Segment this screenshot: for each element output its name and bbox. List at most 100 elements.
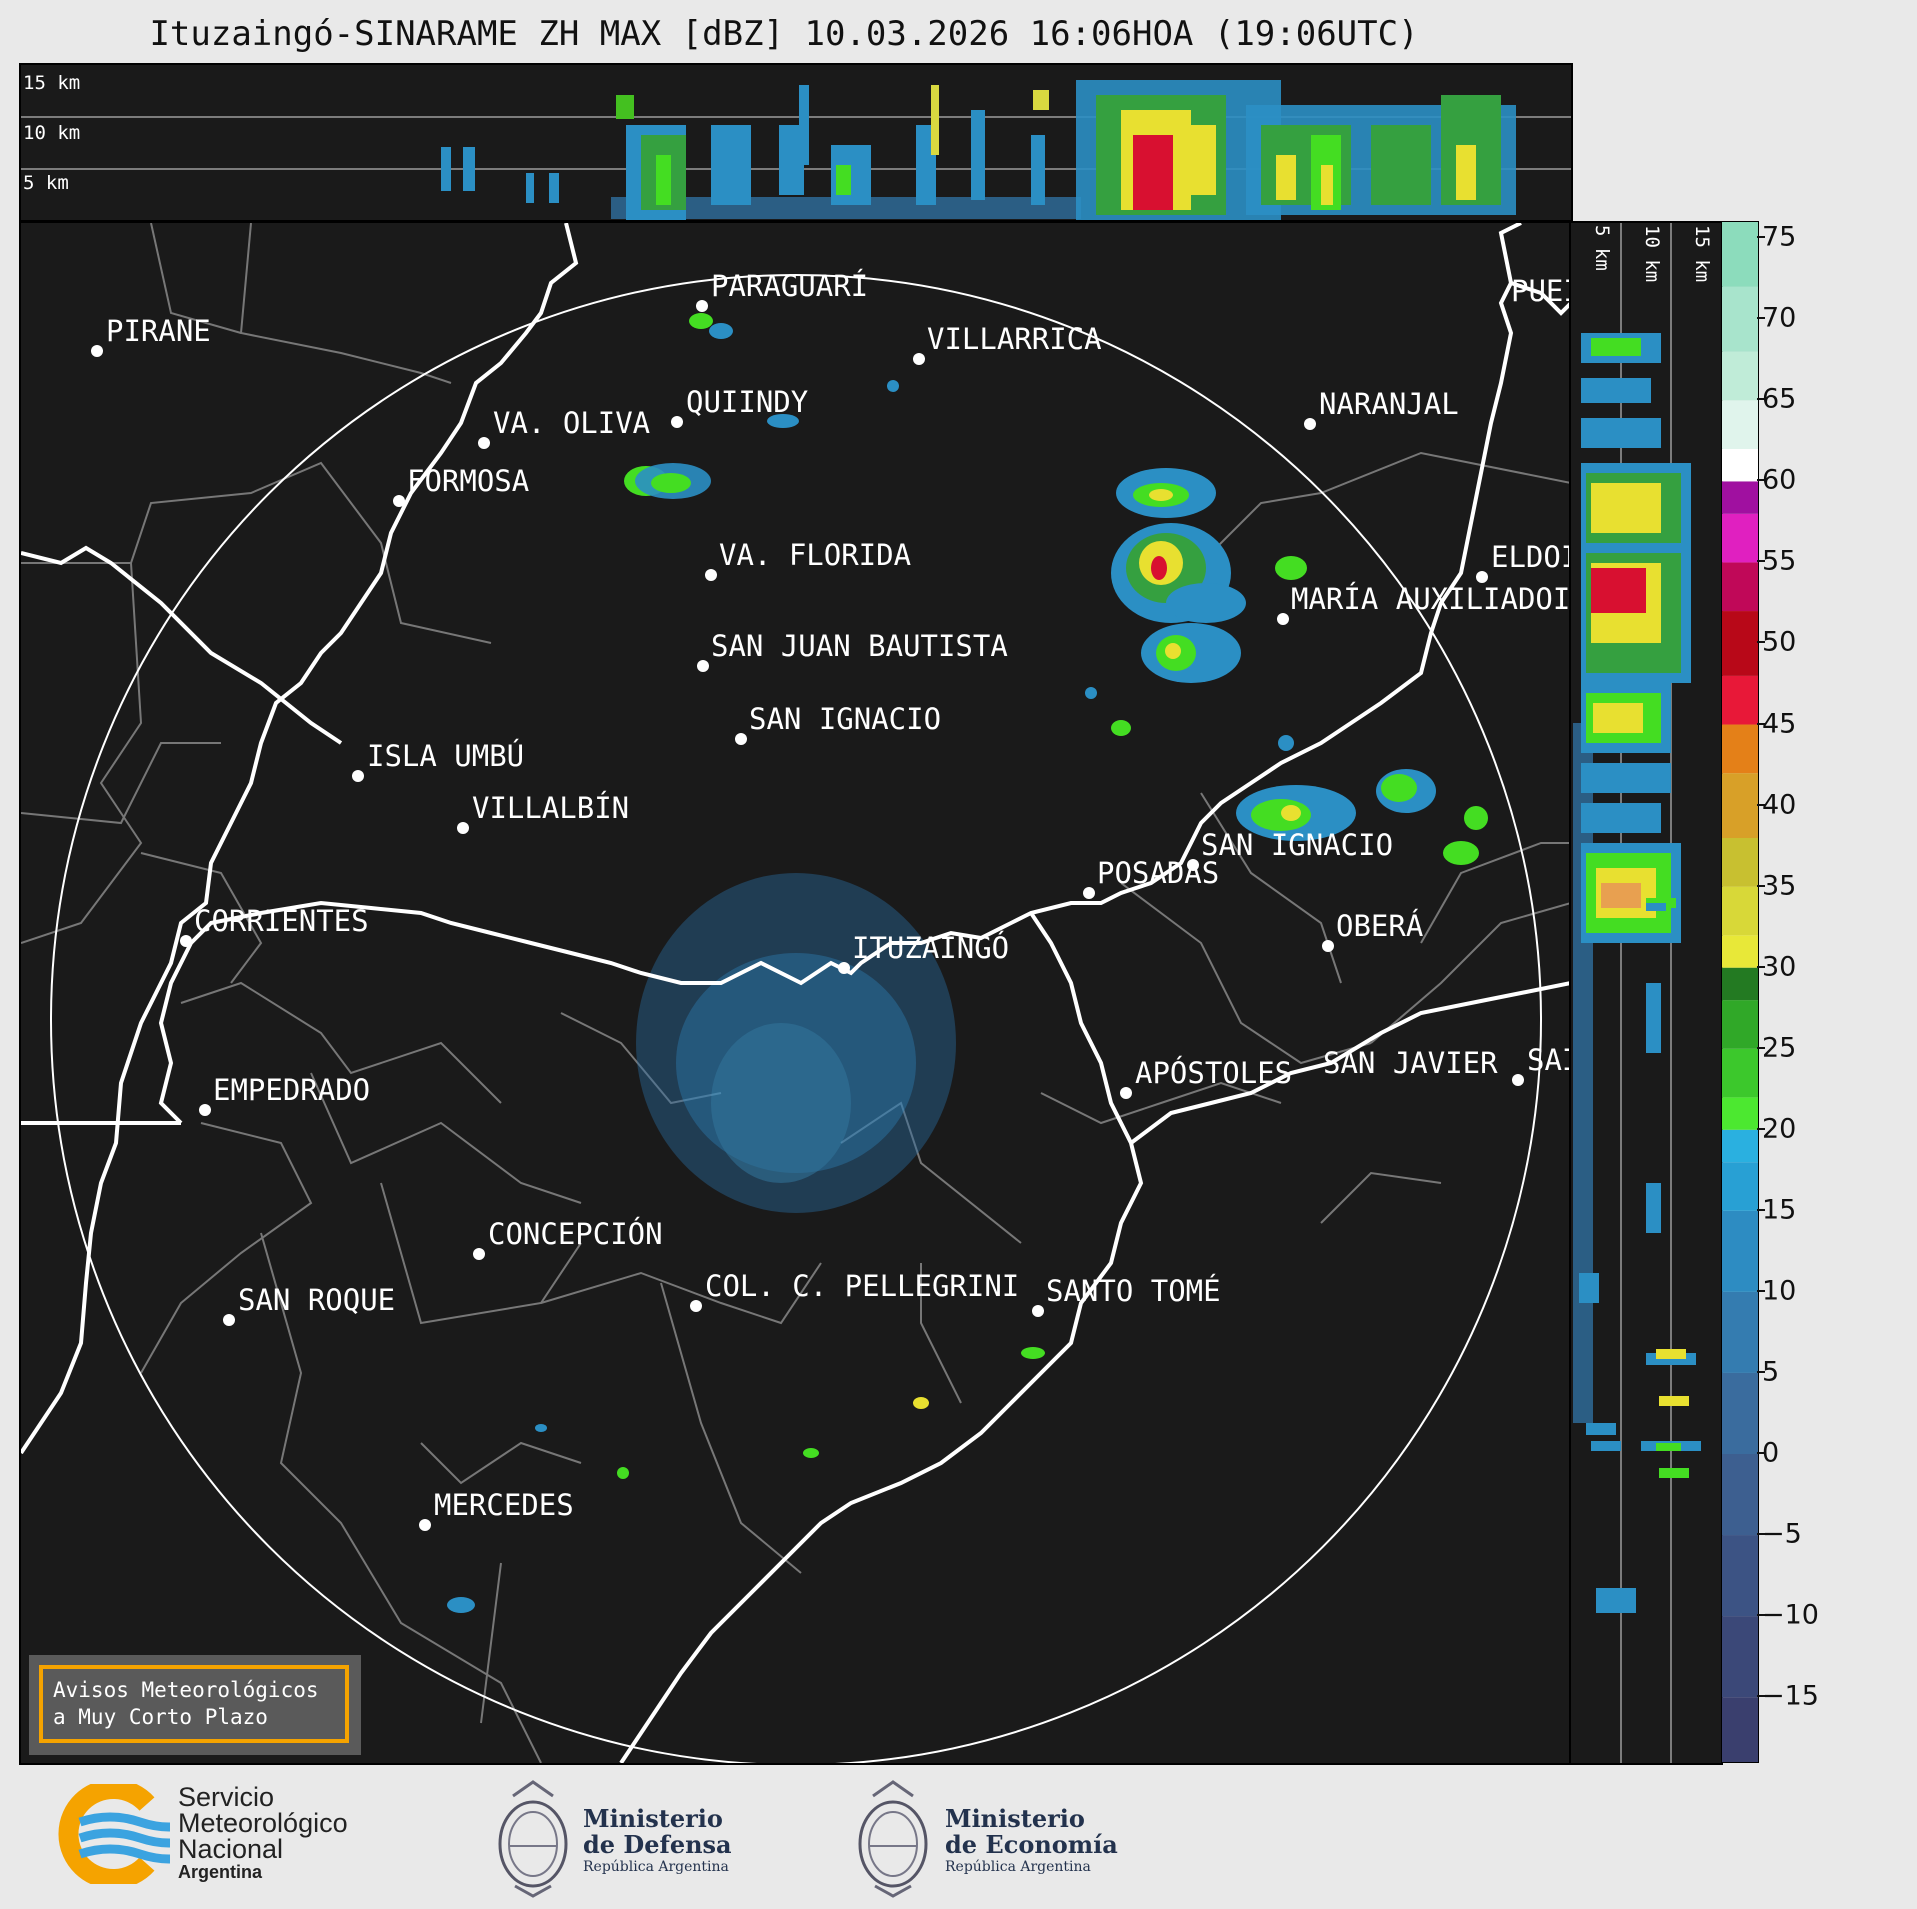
city-label-naranjal: NARANJAL — [1319, 387, 1459, 421]
city-label-apostoles: APÓSTOLES — [1135, 1056, 1292, 1090]
side-label-15km: 15 km — [1691, 225, 1713, 282]
colorbar-tick-mark — [1757, 1614, 1765, 1617]
footer: Servicio Meteorológico Nacional Argentin… — [0, 1762, 1917, 1909]
coat-of-arms-economia-icon — [858, 1780, 928, 1898]
smn-text: Servicio Meteorológico Nacional Argentin… — [178, 1782, 348, 1883]
top-label-10km: 10 km — [23, 122, 80, 144]
side-height-plot: 5 km 10 km 15 km — [1573, 223, 1713, 1763]
colorbar-tick-mark — [1757, 965, 1765, 968]
colorbar-tick-label: 40 — [1762, 789, 1797, 821]
colorbar-band — [1722, 1535, 1758, 1617]
colorbar-band — [1722, 935, 1758, 968]
city-label-santo-tome: SANTO TOMÉ — [1046, 1274, 1221, 1308]
colorbar-tick-mark — [1757, 1289, 1765, 1292]
colorbar-band — [1722, 1000, 1758, 1049]
colorbar-tick-label: 25 — [1762, 1032, 1797, 1064]
city-labels: PIRANE PARAGUARÍ VILLARRICA QUIINDY VA. … — [106, 269, 1571, 1522]
colorbar-tick-mark — [1757, 1046, 1765, 1049]
colorbar-tick-mark — [1757, 1452, 1765, 1454]
colorbar-band — [1722, 773, 1758, 838]
city-label-mercedes: MERCEDES — [434, 1488, 574, 1522]
colorbar-band — [1722, 1616, 1758, 1698]
colorbar-band — [1722, 448, 1758, 482]
colorbar-tick-label: −5 — [1762, 1518, 1802, 1550]
colorbar-tick-mark — [1757, 479, 1765, 482]
colorbar-band — [1722, 562, 1758, 612]
city-label-obera: OBERÁ — [1336, 909, 1423, 943]
colorbar-band — [1722, 400, 1758, 449]
side-echoes — [1579, 333, 1701, 1613]
colorbar — [1721, 221, 1759, 1763]
colorbar-svg — [1722, 222, 1758, 1762]
colorbar-tick-mark — [1757, 1127, 1765, 1130]
city-label-san-ignacio-py: SAN IGNACIO — [749, 702, 941, 736]
warning-line1: Avisos Meteorológicos — [53, 1678, 319, 1702]
colorbar-band — [1722, 1210, 1758, 1292]
colorbar-band — [1722, 513, 1758, 563]
city-label-isla-umbu: ISLA UMBÚ — [367, 739, 524, 773]
colorbar-tick-mark — [1757, 884, 1765, 887]
top-height-section: 15 km 10 km 5 km — [19, 63, 1573, 222]
colorbar-tick-mark — [1757, 236, 1765, 239]
colorbar-band — [1722, 1697, 1758, 1762]
colorbar-band — [1722, 1372, 1758, 1454]
city-label-corrientes: CORRIENTES — [194, 904, 369, 938]
colorbar-tick-mark — [1757, 1370, 1765, 1373]
colorbar-tick-mark — [1757, 641, 1765, 644]
city-label-maria-auxiliadora: MARÍA AUXILIADOI — [1291, 582, 1570, 616]
colorbar-tick-label: 0 — [1762, 1437, 1780, 1469]
colorbar-tick-mark — [1757, 803, 1765, 806]
colorbar-tick-label: −10 — [1762, 1599, 1819, 1631]
city-label-posadas: POSADAS — [1097, 856, 1219, 890]
colorbar-tick-mark — [1757, 317, 1765, 320]
colorbar-band — [1722, 351, 1758, 401]
city-label-pirane: PIRANE — [106, 314, 211, 348]
colorbar-tick-label: 30 — [1762, 951, 1797, 983]
colorbar-tick-label: 35 — [1762, 870, 1797, 902]
colorbar-tick-label: 50 — [1762, 626, 1797, 658]
city-label-paraguari: PARAGUARÍ — [711, 269, 868, 303]
city-label-puei: PUEI — [1511, 274, 1571, 308]
colorbar-band — [1722, 1048, 1758, 1098]
colorbar-band — [1722, 675, 1758, 725]
range-ring — [50, 274, 1542, 1763]
city-label-formosa: FORMOSA — [407, 464, 529, 498]
city-label-empedrado: EMPEDRADO — [213, 1073, 370, 1107]
colorbar-band — [1722, 1162, 1758, 1211]
colorbar-tick-label: 45 — [1762, 708, 1797, 740]
city-label-va-florida: VA. FLORIDA — [719, 538, 911, 572]
colorbar-band — [1722, 611, 1758, 676]
colorbar-tick-label: 65 — [1762, 383, 1797, 415]
colorbar-tick-label: 75 — [1762, 221, 1797, 253]
colorbar-band — [1722, 286, 1758, 352]
city-label-concepcion: CONCEPCIÓN — [488, 1217, 663, 1251]
city-label-san-juan-bautista: SAN JUAN BAUTISTA — [711, 629, 1008, 663]
colorbar-band — [1722, 1454, 1758, 1536]
colorbar-tick-label: −15 — [1762, 1680, 1819, 1712]
coat-of-arms-defensa-icon — [498, 1780, 568, 1898]
city-label-villarrica: VILLARRICA — [927, 322, 1102, 356]
colorbar-tick-label: 20 — [1762, 1113, 1797, 1145]
colorbar-band — [1722, 222, 1758, 287]
city-label-col-pellegrini: COL. C. PELLEGRINI — [705, 1269, 1019, 1303]
top-height-plot: 15 km 10 km 5 km — [21, 72, 1571, 220]
colorbar-tick-mark — [1757, 1208, 1765, 1211]
defensa-text: Ministerio de Defensa República Argentin… — [583, 1804, 732, 1876]
warning-line2: a Muy Corto Plazo — [53, 1705, 268, 1729]
smn-logo-icon — [58, 1784, 170, 1884]
colorbar-tick-label: 60 — [1762, 464, 1797, 496]
map-title: Ituzaingó-SINARAME ZH MAX [dBZ] 10.03.20… — [149, 14, 1419, 54]
colorbar-tick-mark — [1757, 1695, 1765, 1698]
colorbar-band — [1722, 1097, 1758, 1130]
radar-map-svg: PIRANE PARAGUARÍ VILLARRICA QUIINDY VA. … — [21, 223, 1571, 1763]
colorbar-band — [1722, 967, 1758, 1001]
ground-clutter — [636, 873, 956, 1213]
colorbar-tick-mark — [1757, 1533, 1765, 1536]
side-label-5km: 5 km — [1591, 225, 1613, 271]
colorbar-tick-label: 10 — [1762, 1275, 1797, 1307]
colorbar-tick-mark — [1757, 722, 1765, 725]
city-label-ituzaingo: ITUZAINGÓ — [852, 931, 1009, 965]
city-label-sai: SAI — [1527, 1043, 1571, 1077]
colorbar-tick-label: 5 — [1762, 1356, 1780, 1388]
colorbar-tick-label: 15 — [1762, 1194, 1797, 1226]
